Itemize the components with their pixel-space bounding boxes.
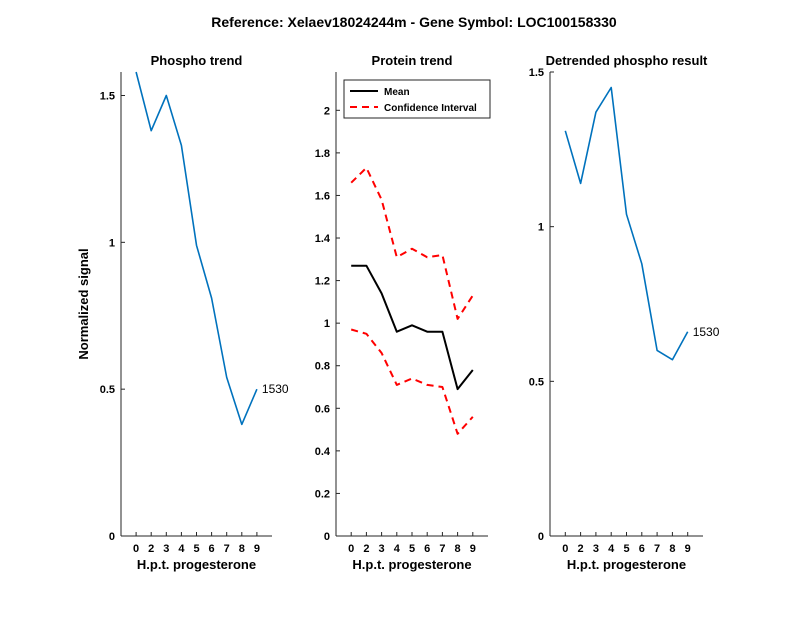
y-axis-label: Normalized signal [76,248,91,359]
y-tick-label: 0 [324,531,330,543]
y-tick-label: 2 [324,105,330,117]
x-tick-label: 2 [363,543,369,555]
y-tick-label: 0.5 [100,384,115,396]
x-tick-label: 9 [685,543,691,555]
y-tick-label: 0 [538,531,544,543]
legend-entry: Mean [384,87,410,98]
x-axis-label: H.p.t. progesterone [352,557,471,572]
x-tick-label: 2 [148,543,154,555]
legend-entry: Confidence Interval [384,103,477,114]
x-tick-label: 0 [348,543,354,555]
x-tick-label: 0 [562,543,568,555]
point-annotation: 1530 [262,382,289,396]
legend-box [343,79,491,119]
y-tick-label: 0 [109,531,115,543]
figure-suptitle: Reference: Xelaev18024244m - Gene Symbol… [211,14,617,30]
x-tick-label: 8 [669,543,675,555]
y-tick-label: 1 [538,222,544,234]
y-tick-label: 1.5 [529,67,544,79]
panel-title: Detrended phospho result [546,53,708,68]
x-tick-label: 4 [394,543,401,555]
y-tick-label: 0.8 [315,361,330,373]
y-tick-label: 0.4 [315,446,331,458]
x-tick-label: 3 [163,543,169,555]
series-line-1 [135,71,258,426]
x-tick-label: 5 [623,543,629,555]
point-annotation: 1530 [693,325,720,339]
x-tick-label: 0 [133,543,139,555]
x-tick-label: 7 [224,543,230,555]
y-tick-label: 0.2 [315,488,330,500]
x-tick-label: 4 [608,543,615,555]
x-tick-label: 5 [193,543,199,555]
series-line-3 [350,328,474,435]
x-tick-label: 3 [593,543,599,555]
x-tick-label: 9 [254,543,260,555]
x-tick-label: 8 [239,543,245,555]
series-line-1 [351,264,474,391]
x-tick-label: 8 [455,543,461,555]
x-tick-label: 7 [439,543,445,555]
y-tick-label: 1.4 [315,233,331,245]
x-tick-label: 3 [379,543,385,555]
panel-title: Phospho trend [151,53,243,68]
x-tick-label: 7 [654,543,660,555]
y-tick-label: 1 [324,318,330,330]
y-tick-label: 1.6 [315,190,330,202]
y-tick-label: 0.5 [529,376,544,388]
y-tick-label: 1.8 [315,148,330,160]
x-axis-label: H.p.t. progesterone [567,557,686,572]
panel-title: Protein trend [372,53,453,68]
x-tick-label: 5 [409,543,415,555]
x-tick-label: 4 [178,543,185,555]
x-tick-label: 2 [578,543,584,555]
y-tick-label: 0.6 [315,403,330,415]
x-tick-label: 9 [470,543,476,555]
y-tick-label: 1.2 [315,276,330,288]
x-axis-label: H.p.t. progesterone [137,557,256,572]
series-line-1 [564,86,689,361]
series-line-2 [350,166,474,320]
y-tick-label: 1.5 [100,90,115,102]
x-tick-label: 6 [639,543,645,555]
x-tick-label: 6 [209,543,215,555]
y-tick-label: 1 [109,237,115,249]
panel-2: 00.20.40.60.811.21.41.61.820 2 3 4 5 6 7 8 9Prot… [315,53,491,572]
legend: Mean Confidence Interval [343,79,491,119]
x-tick-label: 6 [424,543,430,555]
